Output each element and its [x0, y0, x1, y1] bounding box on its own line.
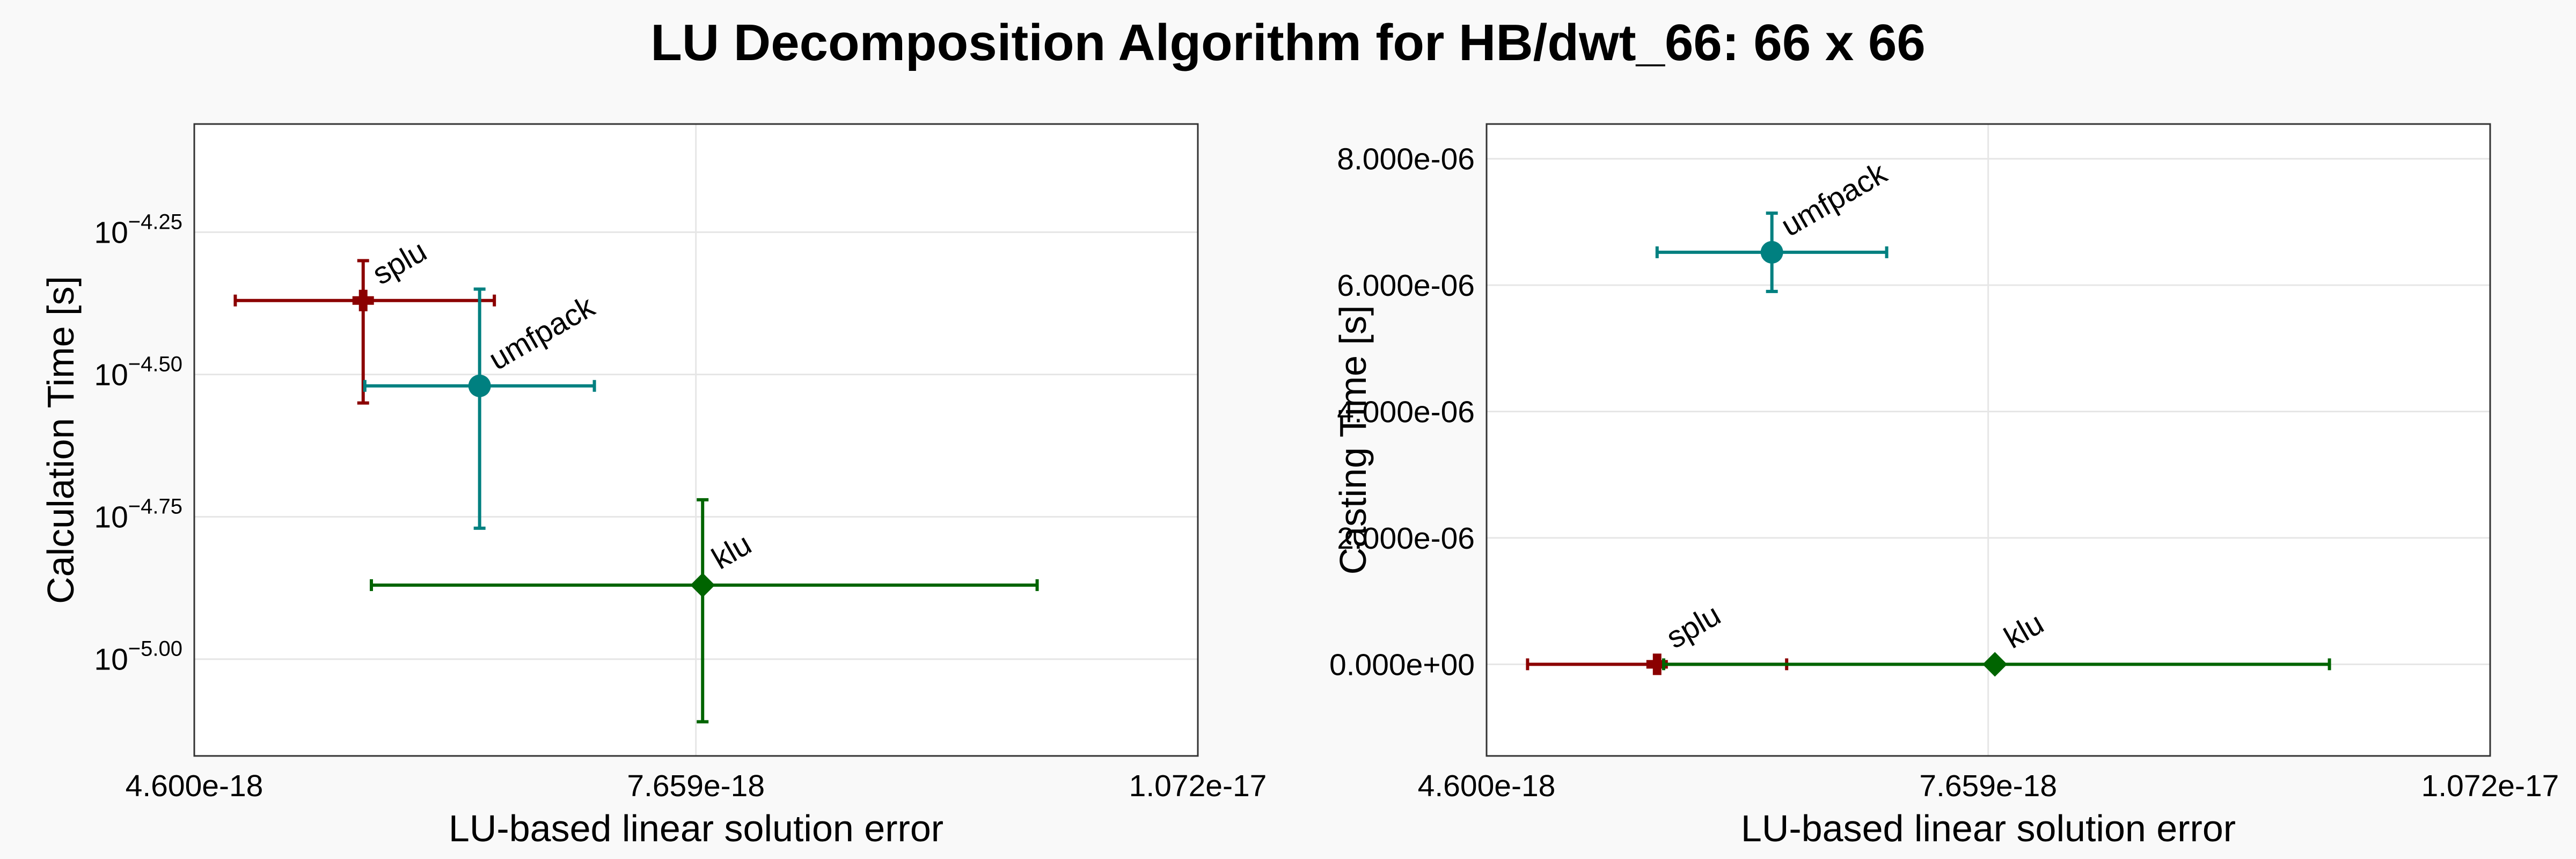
- y-tick-label: 2.000e-06: [1337, 521, 1475, 556]
- chart-panel-1: 4.600e-18 7.659e-18 1.072e-17 10−4.25 10−4.5…: [40, 123, 1267, 849]
- marker-diamond: [690, 572, 715, 598]
- x-axis-label: LU-based linear solution error: [1741, 807, 2236, 849]
- chart-panel-2: 4.600e-18 7.659e-18 1.072e-17 0.000e+00 2.00…: [1329, 123, 2559, 849]
- marker-diamond: [1982, 652, 2008, 677]
- y-tick-label: 10−4.75: [94, 495, 182, 535]
- chart-title: LU Decomposition Algorithm for HB/dwt_66…: [650, 14, 1925, 71]
- chart-panels: 4.600e-18 7.659e-18 1.072e-17 10−4.25 10−4.5…: [40, 123, 2559, 849]
- y-axis-label: Calculation Time [s]: [40, 276, 82, 604]
- x-axis-label: LU-based linear solution error: [449, 807, 943, 849]
- x-tick-label: 4.600e-18: [1418, 769, 1556, 803]
- x-tick-label: 1.072e-17: [2421, 769, 2559, 803]
- marker-circle: [1760, 241, 1783, 264]
- y-tick-label: 10−4.50: [94, 353, 182, 392]
- x-tick-label: 7.659e-18: [627, 769, 765, 803]
- marker-circle: [468, 374, 491, 397]
- y-axis-label: Casting Time [s]: [1332, 305, 1374, 575]
- y-tick-label: 4.000e-06: [1337, 395, 1475, 430]
- marker-cross: [1646, 653, 1668, 675]
- marker-cross: [352, 289, 374, 311]
- plot-frame: [1485, 123, 2491, 757]
- y-tick-label: 8.000e-06: [1337, 142, 1475, 177]
- y-tick-label: 10−4.25: [94, 210, 182, 250]
- x-tick-label: 7.659e-18: [1919, 769, 2057, 803]
- y-tick-label: 6.000e-06: [1337, 268, 1475, 303]
- x-tick-label: 1.072e-17: [1129, 769, 1267, 803]
- y-tick-label: 0.000e+00: [1329, 647, 1475, 682]
- x-tick-label: 4.600e-18: [126, 769, 264, 803]
- plot-frame: [193, 123, 1199, 757]
- y-tick-label: 10−5.00: [94, 637, 182, 677]
